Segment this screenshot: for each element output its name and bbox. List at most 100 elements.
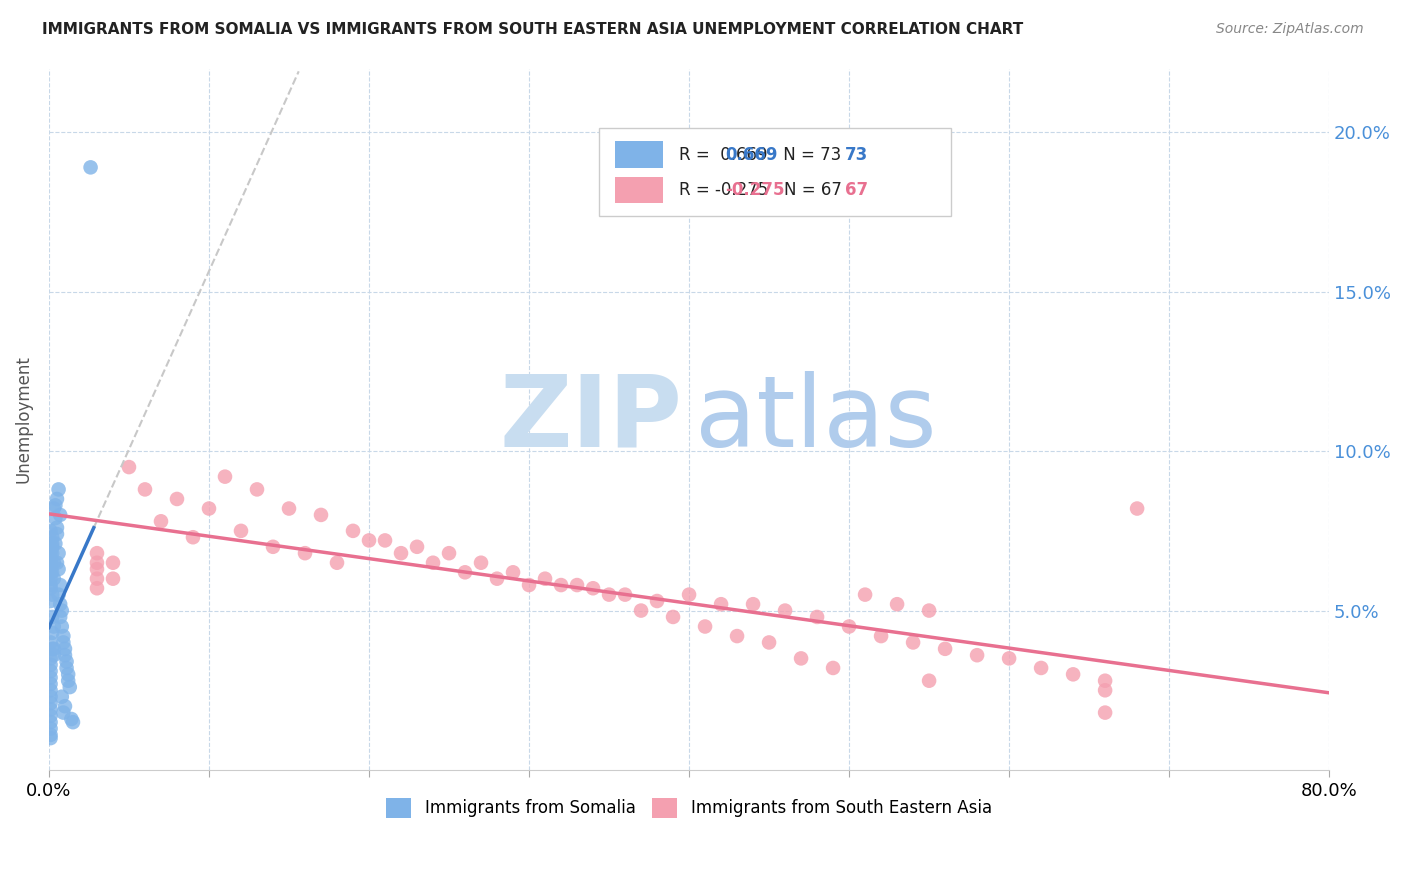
Point xyxy=(41,530,63,544)
Point xyxy=(41,610,63,624)
Point xyxy=(42,501,65,516)
Text: atlas: atlas xyxy=(696,371,936,467)
Point xyxy=(662,610,685,624)
Point xyxy=(39,677,62,691)
Point xyxy=(39,581,62,595)
Point xyxy=(79,161,101,175)
Point xyxy=(53,641,76,656)
Point xyxy=(101,556,124,570)
Point xyxy=(86,581,108,595)
Point xyxy=(39,715,62,730)
Point xyxy=(60,712,83,726)
Point xyxy=(41,641,63,656)
Text: R = -0.275   N = 67: R = -0.275 N = 67 xyxy=(679,181,842,199)
Point xyxy=(214,469,236,483)
Point xyxy=(934,641,956,656)
Text: 73: 73 xyxy=(845,145,869,164)
Point xyxy=(49,597,72,611)
Point xyxy=(39,708,62,723)
Point xyxy=(42,641,65,656)
Point xyxy=(39,731,62,745)
Point xyxy=(55,655,77,669)
Point xyxy=(823,661,845,675)
Point xyxy=(48,483,70,497)
Point xyxy=(517,578,540,592)
Point xyxy=(39,728,62,742)
Point xyxy=(42,648,65,663)
Point xyxy=(39,722,62,736)
Point xyxy=(181,530,204,544)
Point xyxy=(52,635,75,649)
Point xyxy=(198,501,221,516)
Point xyxy=(134,483,156,497)
Point xyxy=(1029,661,1052,675)
Point xyxy=(790,651,813,665)
Point xyxy=(870,629,893,643)
Point xyxy=(86,546,108,560)
Point xyxy=(53,648,76,663)
Point xyxy=(838,619,860,633)
Point xyxy=(42,572,65,586)
Point xyxy=(742,597,765,611)
Point xyxy=(39,594,62,608)
Point xyxy=(49,610,72,624)
Point xyxy=(41,546,63,560)
Point xyxy=(56,673,79,688)
Point xyxy=(1094,673,1116,688)
Point xyxy=(55,661,77,675)
Point xyxy=(39,664,62,678)
Point xyxy=(853,588,876,602)
Point xyxy=(773,603,796,617)
Point xyxy=(44,536,66,550)
Point xyxy=(39,696,62,710)
Point xyxy=(262,540,284,554)
Point xyxy=(42,556,65,570)
Point xyxy=(710,597,733,611)
Point xyxy=(39,635,62,649)
Point xyxy=(454,566,477,580)
Point xyxy=(53,699,76,714)
Point xyxy=(39,702,62,716)
Point xyxy=(149,514,172,528)
Point xyxy=(901,635,924,649)
Point xyxy=(59,680,82,694)
Point xyxy=(39,552,62,566)
Point xyxy=(42,619,65,633)
Point xyxy=(39,543,62,558)
Point xyxy=(49,508,72,522)
Point xyxy=(56,667,79,681)
Point xyxy=(44,511,66,525)
Point xyxy=(39,690,62,704)
Point xyxy=(39,578,62,592)
Point xyxy=(51,619,73,633)
Point xyxy=(39,566,62,580)
Text: ZIP: ZIP xyxy=(499,371,683,467)
Point xyxy=(758,635,780,649)
Point xyxy=(41,588,63,602)
Point xyxy=(725,629,748,643)
Point xyxy=(41,540,63,554)
Point xyxy=(41,536,63,550)
Point xyxy=(86,556,108,570)
Point xyxy=(39,558,62,573)
Point xyxy=(534,572,557,586)
Text: 67: 67 xyxy=(845,181,869,199)
Point xyxy=(48,562,70,576)
Point xyxy=(278,501,301,516)
Point xyxy=(918,673,941,688)
Point xyxy=(630,603,652,617)
Point xyxy=(44,499,66,513)
Point xyxy=(229,524,252,538)
Legend: Immigrants from Somalia, Immigrants from South Eastern Asia: Immigrants from Somalia, Immigrants from… xyxy=(380,791,998,825)
Text: Source: ZipAtlas.com: Source: ZipAtlas.com xyxy=(1216,22,1364,37)
Point xyxy=(48,546,70,560)
FancyBboxPatch shape xyxy=(599,128,952,216)
Point xyxy=(1062,667,1084,681)
Point xyxy=(39,562,62,576)
Point xyxy=(52,629,75,643)
Point xyxy=(357,533,380,548)
Point xyxy=(39,651,62,665)
Point xyxy=(51,603,73,617)
Point xyxy=(46,527,69,541)
Point xyxy=(678,588,700,602)
